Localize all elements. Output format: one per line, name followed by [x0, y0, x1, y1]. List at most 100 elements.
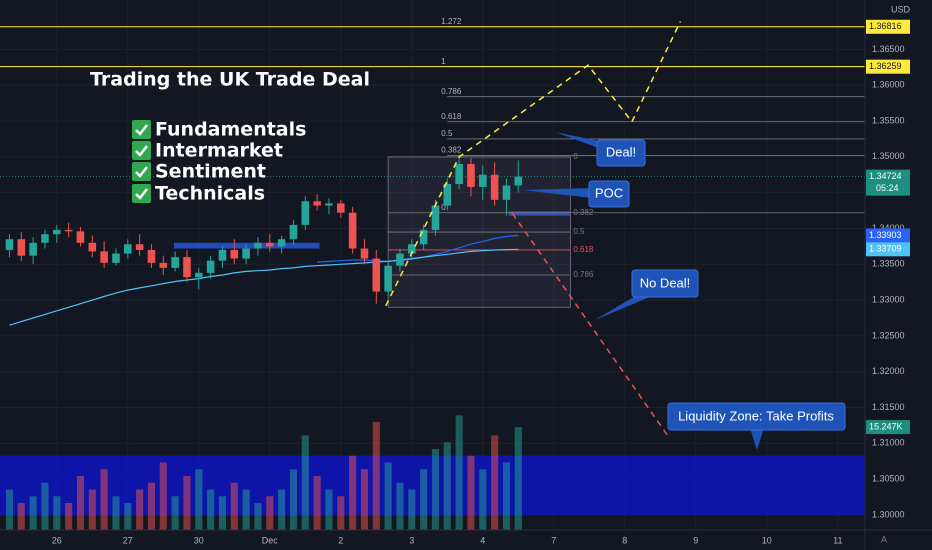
volume-bar — [337, 496, 345, 530]
price-label: 1.33709 — [869, 244, 902, 254]
volume-bar — [41, 482, 49, 530]
volume-bar — [514, 427, 522, 530]
y-tick-label: 1.32500 — [872, 330, 905, 340]
callout-text: POC — [595, 185, 623, 200]
volume-bar — [17, 503, 25, 530]
x-tick-label: 8 — [622, 535, 627, 545]
fib-label: 0.382 — [573, 208, 594, 217]
candle-body — [159, 262, 168, 268]
callout-text: No Deal! — [640, 275, 691, 290]
fib-label: 0 — [573, 152, 578, 161]
candle-body — [372, 258, 381, 292]
volume-bar — [467, 455, 475, 530]
fib-label: 0.786 — [441, 87, 462, 96]
fib-label: 0.5 — [573, 227, 585, 236]
x-tick-label: 10 — [762, 535, 772, 545]
volume-bar — [171, 496, 179, 530]
x-tick-label: 11 — [833, 535, 842, 545]
y-tick-label: 1.30000 — [872, 509, 905, 519]
volume-bar — [301, 435, 309, 530]
volume-bar — [183, 476, 191, 530]
x-tick-label: 3 — [409, 535, 414, 545]
volume-bar — [218, 496, 227, 530]
volume-bar — [372, 422, 380, 530]
zone — [508, 211, 571, 216]
fib-label: 1.272 — [441, 17, 462, 26]
candle-body — [135, 244, 144, 250]
headline: Trading the UK Trade Deal — [90, 69, 370, 91]
callout: Liquidity Zone: Take Profits — [667, 402, 846, 450]
candle-body — [396, 253, 404, 266]
checklist-item: Sentiment — [155, 161, 266, 183]
fib-label: 0.5 — [441, 129, 453, 138]
volume-bar — [242, 489, 250, 530]
fib-label: 0.618 — [441, 112, 462, 121]
y-tick-label: 1.33000 — [872, 294, 905, 304]
currency: USD — [891, 4, 911, 14]
candle-body — [337, 203, 345, 213]
volume-bar — [124, 503, 132, 530]
candle-body — [502, 185, 511, 200]
callout-text: Deal! — [606, 144, 636, 159]
candle-body — [171, 257, 179, 268]
candle-body — [5, 239, 14, 250]
callout: No Deal! — [595, 269, 699, 320]
volume-bar — [360, 469, 369, 530]
volume-bar — [147, 482, 156, 530]
price-axis — [865, 0, 932, 550]
axis-labels: 1.30000 1.30500 1.31000 1.31500 1.32000 1.325… — [52, 19, 910, 545]
projection — [385, 21, 682, 307]
check-icon — [132, 141, 151, 160]
candle-body — [29, 242, 37, 256]
candle-body — [467, 164, 475, 187]
candle-body — [419, 229, 428, 245]
candle-body — [64, 229, 73, 232]
volume-bar — [384, 462, 392, 530]
candle-body — [183, 257, 191, 278]
volume-bar — [443, 442, 451, 530]
candle-body — [431, 205, 440, 230]
candle-body — [100, 251, 108, 263]
volume-bar — [408, 489, 416, 530]
candle-body — [348, 212, 357, 249]
volume-bar — [254, 503, 262, 530]
candle-body — [514, 176, 523, 186]
moving-average — [9, 248, 519, 326]
volume-bar — [349, 455, 357, 530]
checklist-item: Fundamentals — [155, 119, 306, 141]
volume-bar — [76, 476, 85, 530]
volume-bar — [455, 415, 463, 530]
y-tick-label: 1.31500 — [872, 402, 905, 412]
candle-body — [266, 242, 274, 247]
price-label: 1.36816 — [869, 21, 902, 31]
price-label: 1.33903 — [869, 230, 902, 240]
volume-bar — [431, 449, 440, 530]
fib-label: 0 — [441, 203, 446, 212]
candle-body — [479, 174, 487, 187]
candle-body — [218, 249, 227, 261]
x-tick-label: 7 — [551, 535, 556, 545]
volume-bar — [396, 482, 404, 530]
callout: Deal! — [555, 132, 646, 167]
callout-text: Liquidity Zone: Take Profits — [678, 408, 834, 423]
y-tick-label: 1.33500 — [872, 259, 905, 269]
volume-bar — [502, 462, 511, 530]
x-tick-label: 26 — [52, 535, 62, 545]
candle-body — [360, 248, 369, 259]
y-tick-label: 1.36500 — [872, 44, 905, 54]
volume-bar — [100, 469, 108, 530]
candle-body — [206, 260, 215, 273]
candles — [5, 155, 523, 304]
candle-body — [195, 272, 203, 278]
auto-scale-button[interactable]: A — [881, 534, 887, 544]
volume-bar — [136, 489, 144, 530]
volume — [5, 415, 522, 530]
candle-body — [242, 248, 250, 259]
candle-body — [313, 201, 321, 206]
candle-body — [325, 203, 333, 206]
volume-bar — [195, 469, 203, 530]
volume-label: 15.247K — [869, 421, 903, 431]
candle-body — [289, 224, 298, 240]
